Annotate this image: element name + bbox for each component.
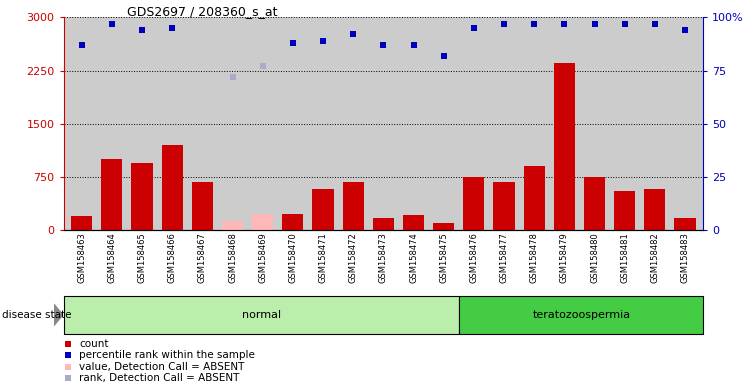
Bar <box>101 159 123 230</box>
Bar <box>433 223 454 230</box>
Bar <box>675 218 696 230</box>
Bar <box>222 221 243 230</box>
Bar <box>252 214 273 230</box>
Bar <box>463 177 485 230</box>
Bar <box>554 63 575 230</box>
Bar <box>614 190 635 230</box>
Bar <box>64 296 459 334</box>
Bar <box>373 218 394 230</box>
Bar <box>71 216 92 230</box>
Text: rank, Detection Call = ABSENT: rank, Detection Call = ABSENT <box>79 373 239 383</box>
Polygon shape <box>54 304 63 326</box>
Bar <box>644 189 666 230</box>
Text: teratozoospermia: teratozoospermia <box>533 310 631 320</box>
Text: percentile rank within the sample: percentile rank within the sample <box>79 350 255 360</box>
Text: value, Detection Call = ABSENT: value, Detection Call = ABSENT <box>79 362 245 372</box>
Text: GDS2697 / 208360_s_at: GDS2697 / 208360_s_at <box>126 5 278 18</box>
Text: normal: normal <box>242 310 281 320</box>
Bar <box>343 182 364 230</box>
Text: disease state: disease state <box>2 310 72 320</box>
Text: count: count <box>79 339 108 349</box>
Bar <box>584 177 605 230</box>
Bar <box>403 215 424 230</box>
Bar <box>313 189 334 230</box>
Bar <box>191 182 213 230</box>
Bar <box>524 167 545 230</box>
Bar <box>162 145 183 230</box>
Bar <box>282 214 304 230</box>
Bar <box>494 182 515 230</box>
Bar <box>459 296 703 334</box>
Bar <box>132 163 153 230</box>
